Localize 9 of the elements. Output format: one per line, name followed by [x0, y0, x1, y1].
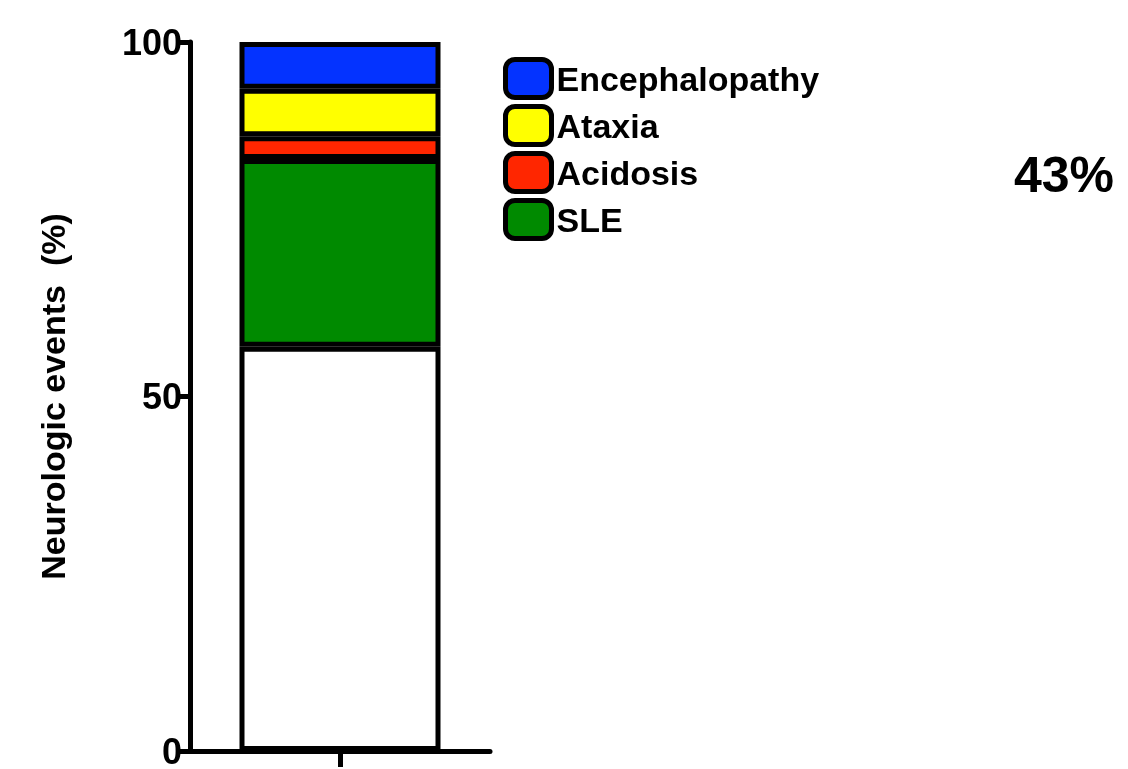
legend-label: SLE: [556, 200, 623, 239]
y-tick-label: 100: [121, 21, 182, 63]
legend-label: Acidosis: [556, 153, 699, 192]
y-axis-title: Neurologic events (%): [34, 213, 72, 580]
legend-label: Ataxia: [556, 106, 660, 145]
legend-label: Encephalopathy: [556, 59, 820, 98]
y-tick-label: 50: [141, 376, 182, 417]
y-tick-label: 0: [161, 730, 182, 769]
text: 43%: [1013, 147, 1114, 203]
